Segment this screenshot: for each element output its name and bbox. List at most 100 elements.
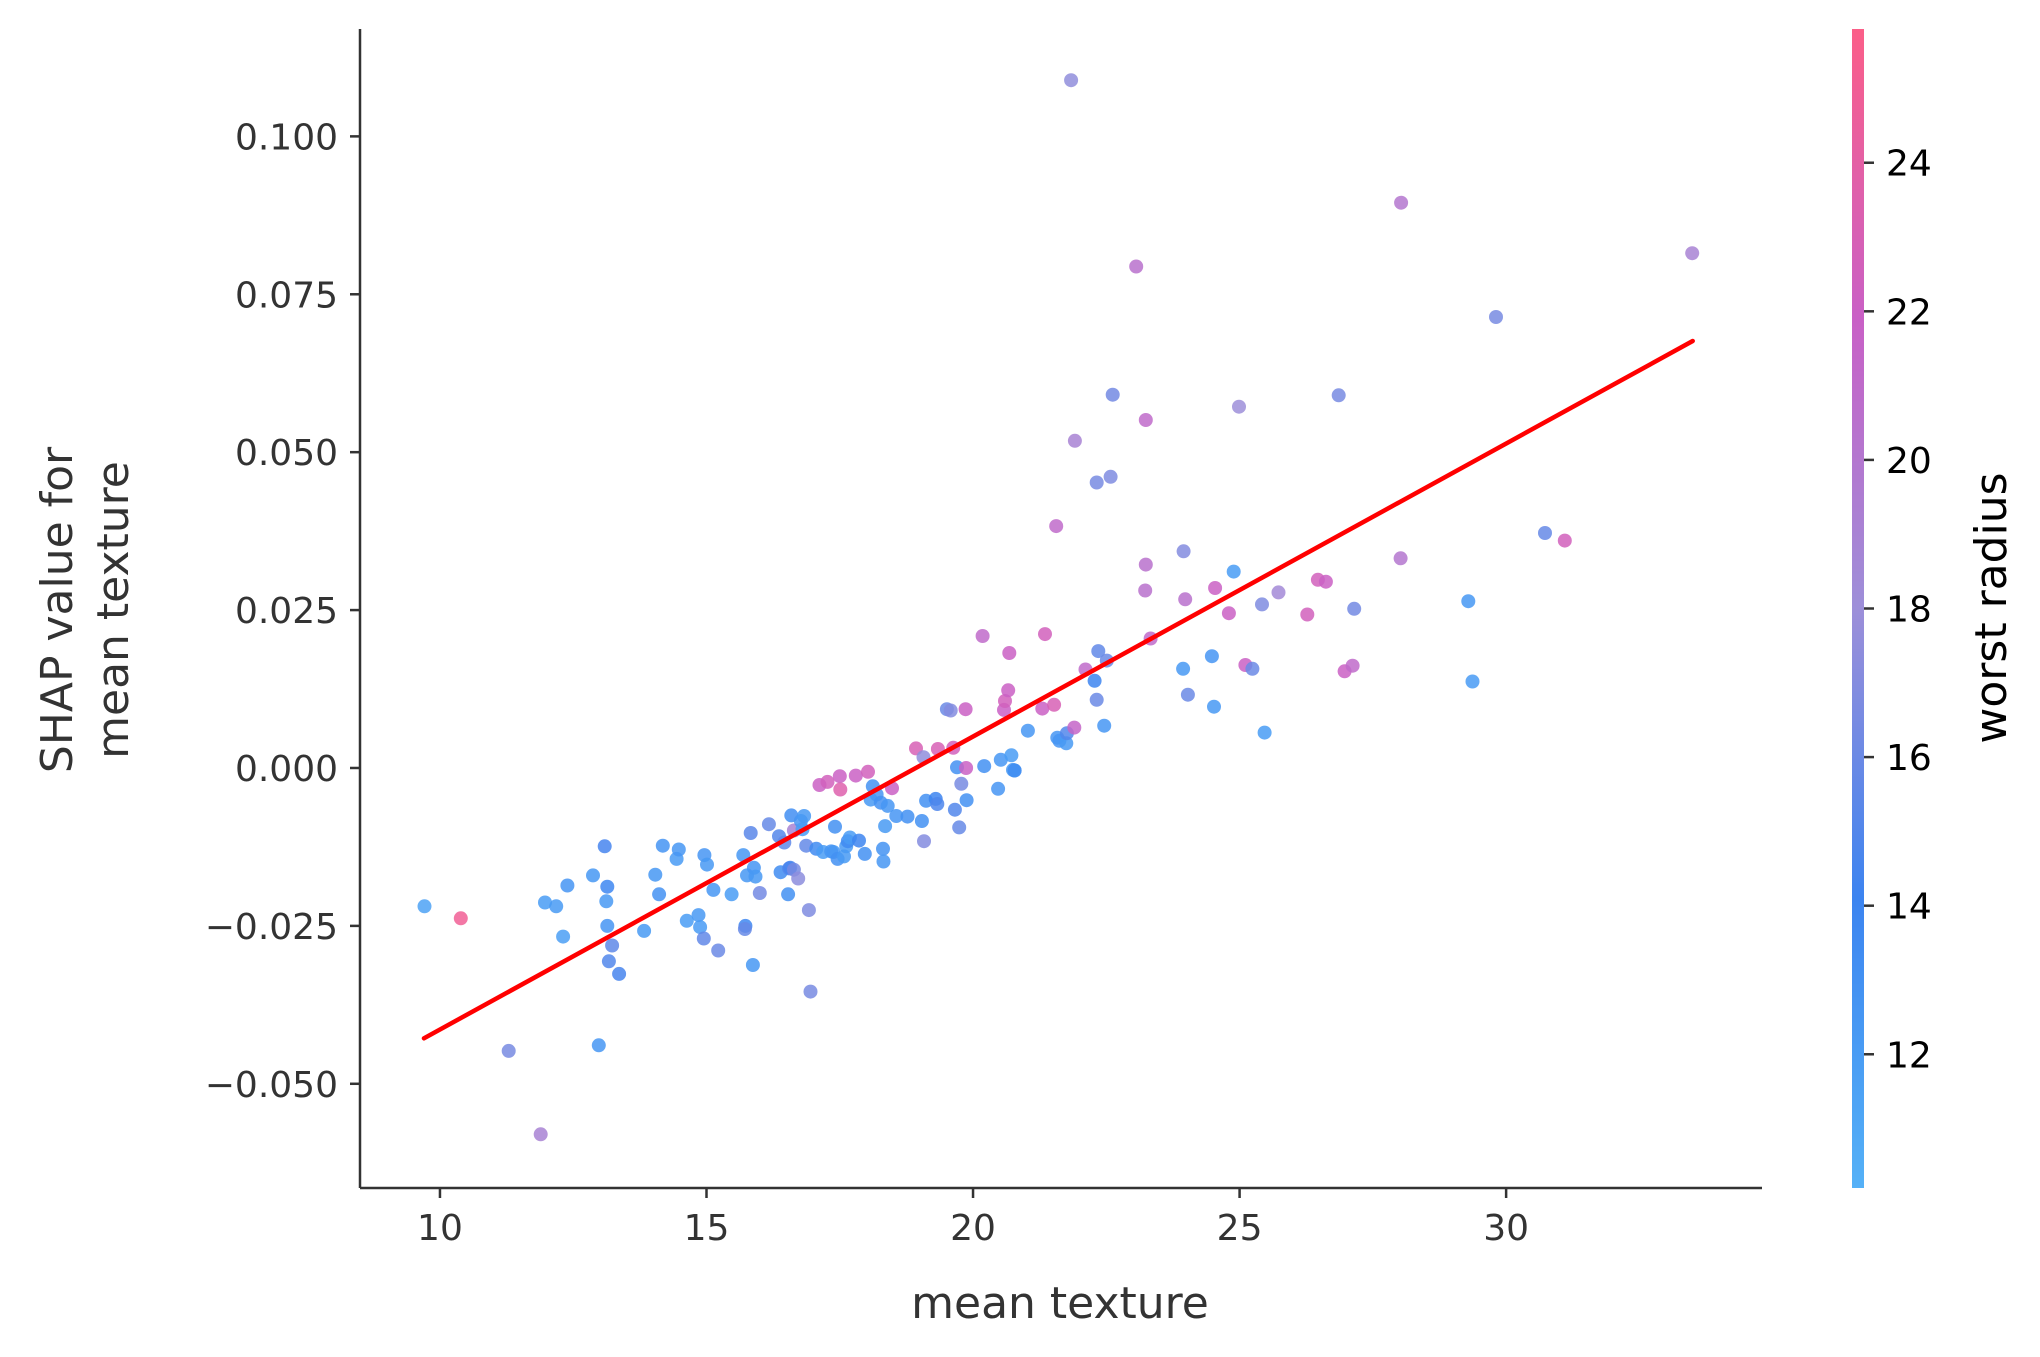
data-point [947, 802, 962, 817]
data-point [1394, 195, 1409, 210]
data-point [1489, 310, 1503, 324]
data-point [1180, 687, 1195, 702]
data-point [959, 793, 974, 808]
data-point [930, 797, 945, 811]
data-point [1064, 73, 1079, 88]
data-point [1465, 674, 1480, 689]
data-point [637, 923, 652, 938]
data-point [991, 781, 1006, 796]
data-point [1347, 601, 1362, 616]
data-point [1538, 526, 1552, 540]
data-point [453, 911, 468, 926]
data-point [679, 913, 694, 928]
data-point [533, 1127, 548, 1142]
colorbar-ticks: 12 14 16 18 20 22 24 [1864, 144, 1932, 1076]
data-point [1221, 606, 1236, 621]
data-point [1245, 661, 1260, 676]
data-point [711, 943, 726, 958]
data-point [828, 819, 842, 834]
data-point [1208, 581, 1223, 595]
data-point [975, 629, 990, 643]
y-axis-title: SHAP value for mean texture [32, 446, 139, 773]
trend-line [421, 338, 1695, 1041]
x-tick-label: 30 [1483, 1208, 1529, 1249]
data-point [417, 899, 432, 914]
data-point [820, 774, 835, 789]
data-point [1178, 592, 1193, 607]
data-point [605, 938, 620, 953]
data-point [803, 984, 818, 999]
data-point [861, 764, 875, 779]
x-tick-label: 10 [417, 1208, 463, 1249]
data-point [700, 857, 714, 872]
data-point [745, 958, 760, 972]
y-tick-label: −0.025 [205, 907, 338, 948]
data-point [1393, 551, 1408, 566]
data-point [1091, 644, 1106, 659]
data-point [852, 833, 866, 848]
data-point [600, 918, 615, 933]
data-point [1138, 557, 1153, 572]
data-point [1105, 387, 1120, 402]
data-point [791, 871, 806, 886]
x-tick-label: 25 [1217, 1208, 1263, 1249]
data-point [691, 908, 706, 923]
data-point [1318, 574, 1333, 589]
data-point [1089, 692, 1104, 707]
y-tick-label: 0.025 [235, 591, 338, 632]
data-point [648, 867, 663, 882]
y-axis-title-line-1: SHAP value for [32, 446, 83, 773]
colorbar-tick-label: 12 [1886, 1035, 1932, 1076]
data-point [1176, 661, 1191, 676]
data-point [655, 838, 670, 853]
data-point [1331, 388, 1346, 403]
data-point [977, 759, 992, 774]
data-point [652, 887, 667, 902]
data-point [737, 922, 752, 936]
data-point [878, 819, 893, 834]
y-tick-label: 0.050 [235, 433, 338, 474]
data-point [1138, 413, 1153, 427]
data-point [998, 694, 1012, 708]
data-point [1255, 597, 1269, 612]
data-point [917, 834, 931, 849]
data-point [1129, 259, 1144, 274]
data-point [752, 886, 767, 900]
data-point [954, 776, 969, 791]
data-point [748, 869, 763, 884]
data-point [549, 899, 564, 914]
data-point [1138, 583, 1153, 598]
data-point [1176, 544, 1191, 559]
data-point [1047, 697, 1062, 712]
data-point [801, 903, 816, 918]
data-point [1038, 627, 1052, 642]
data-point [1004, 748, 1019, 763]
data-point [743, 826, 758, 840]
data-point [706, 882, 721, 897]
data-point [560, 878, 575, 893]
colorbar-tick-label: 16 [1886, 738, 1932, 779]
colorbar-title: worst radius [1966, 472, 2017, 743]
colorbar-tick-label: 22 [1886, 292, 1932, 333]
data-point [889, 809, 904, 823]
colorbar-tick-label: 18 [1886, 590, 1932, 631]
data-point [1067, 720, 1082, 735]
data-point [599, 894, 614, 909]
data-point [1002, 646, 1017, 660]
scatter-points [417, 73, 1700, 1142]
data-point [876, 854, 891, 869]
data-point [671, 842, 686, 857]
data-point [693, 920, 708, 935]
data-point [914, 814, 929, 828]
y-axis-ticks: −0.050 −0.025 0.000 0.025 0.050 0.075 0.100 [205, 117, 360, 1106]
plot-axes [358, 29, 1762, 1190]
colorbar-tick-label: 14 [1886, 887, 1932, 928]
data-point [586, 868, 600, 883]
data-point [876, 841, 890, 856]
data-point [832, 769, 847, 784]
data-point [1067, 433, 1082, 448]
data-point [612, 966, 627, 981]
x-tick-label: 20 [950, 1208, 996, 1249]
data-point [1001, 683, 1016, 698]
